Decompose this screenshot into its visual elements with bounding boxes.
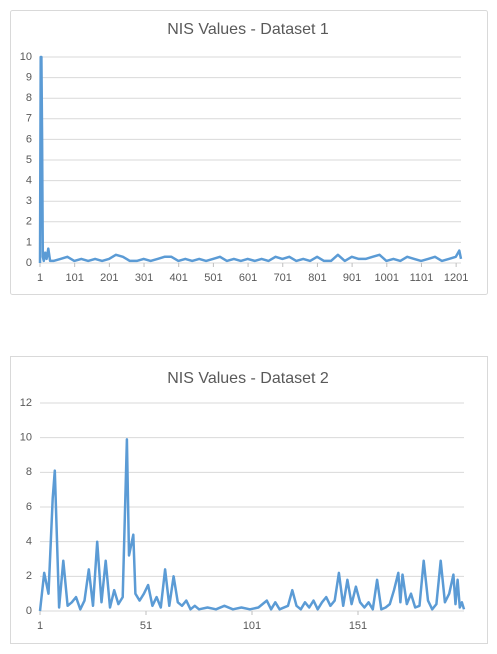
x-tick-label: 1201 <box>444 272 468 284</box>
x-tick-label: 401 <box>170 272 188 284</box>
x-tick-label: 101 <box>243 620 261 632</box>
x-tick-label: 1001 <box>375 272 399 284</box>
y-tick-label: 8 <box>26 466 32 478</box>
y-tick-label: 6 <box>26 133 32 145</box>
chart-frame <box>10 356 488 644</box>
y-tick-label: 4 <box>26 536 32 548</box>
x-tick-label: 601 <box>239 272 257 284</box>
y-tick-label: 12 <box>20 397 32 409</box>
x-tick-label: 801 <box>308 272 326 284</box>
x-tick-label: 51 <box>140 620 152 632</box>
data-line <box>38 55 463 264</box>
y-tick-label: 2 <box>26 570 32 582</box>
chart-title: NIS Values - Dataset 1 <box>167 21 329 38</box>
y-tick-label: 9 <box>26 72 32 84</box>
y-tick-label: 1 <box>26 236 32 248</box>
y-tick-label: 7 <box>26 113 32 125</box>
x-tick-label: 151 <box>349 620 367 632</box>
y-tick-label: 6 <box>26 501 32 513</box>
y-tick-label: 8 <box>26 92 32 104</box>
x-tick-label: 1 <box>37 620 43 632</box>
y-tick-label: 10 <box>20 51 32 63</box>
y-tick-label: 10 <box>20 432 32 444</box>
x-tick-label: 901 <box>343 272 361 284</box>
x-tick-label: 701 <box>274 272 292 284</box>
chart-frame <box>10 10 488 295</box>
x-tick-label: 201 <box>100 272 118 284</box>
data-line <box>38 438 466 612</box>
x-tick-label: 101 <box>65 272 83 284</box>
y-tick-label: 4 <box>26 175 32 187</box>
x-tick-label: 1 <box>37 272 43 284</box>
x-tick-label: 301 <box>135 272 153 284</box>
y-tick-label: 5 <box>26 154 32 166</box>
chart-title: NIS Values - Dataset 2 <box>167 370 329 387</box>
y-tick-label: 0 <box>26 257 32 269</box>
y-tick-label: 3 <box>26 195 32 207</box>
x-tick-label: 501 <box>204 272 222 284</box>
y-tick-label: 0 <box>26 605 32 617</box>
y-tick-label: 2 <box>26 216 32 228</box>
x-tick-label: 1101 <box>410 272 434 284</box>
